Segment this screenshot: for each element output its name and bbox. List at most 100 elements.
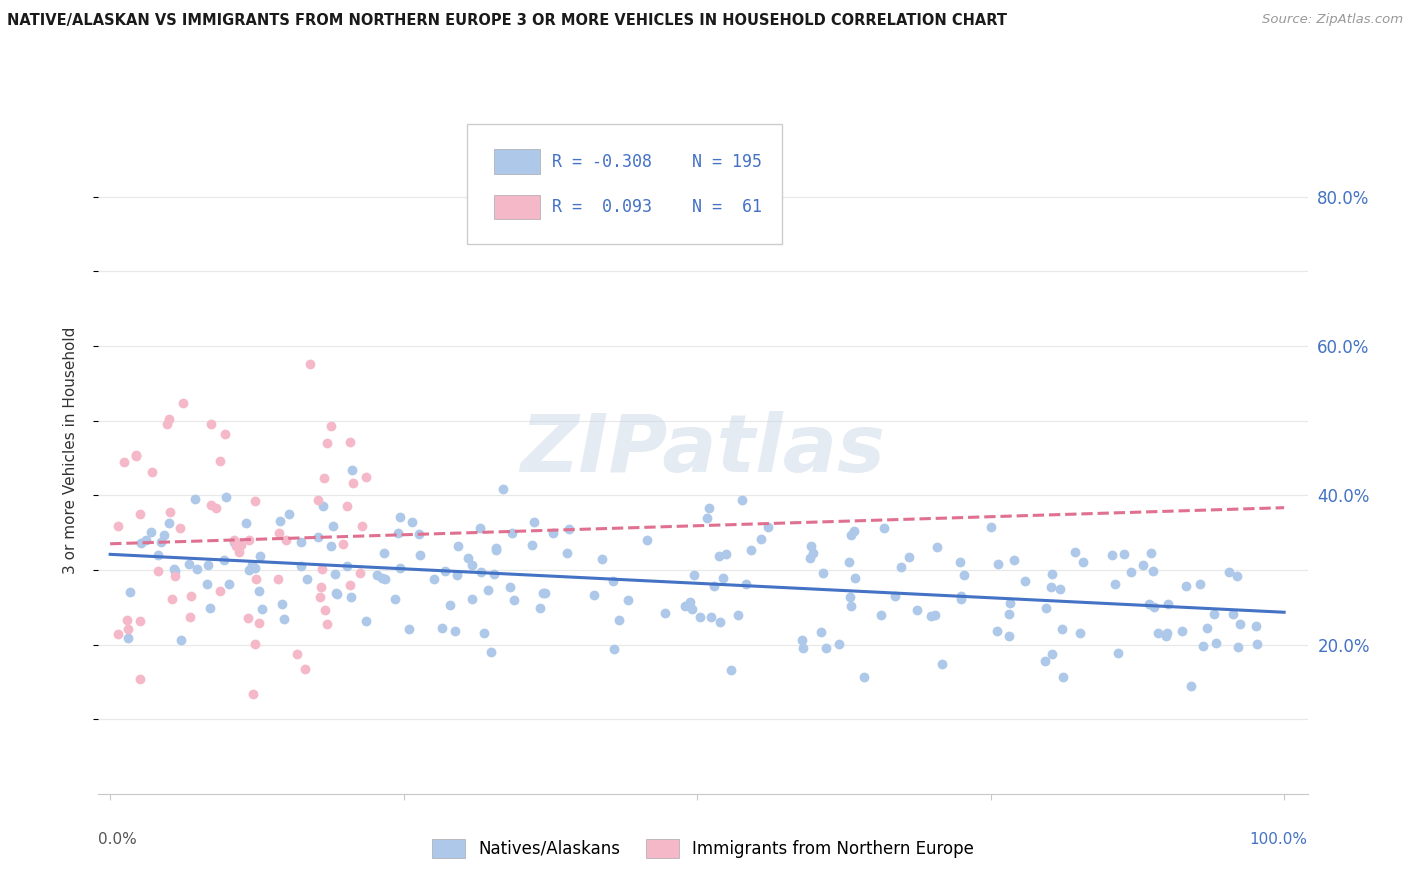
Point [501,525,523,540]
Point [322,519,344,533]
Point [408,548,430,562]
Point [949,555,972,569]
Point [534,586,557,600]
Point [349,566,371,580]
Point [325,586,347,600]
Point [159,505,181,519]
Point [591,552,613,566]
Point [523,516,546,530]
Point [242,687,264,701]
Point [290,558,312,573]
Point [274,533,297,547]
Point [1002,553,1025,567]
Point [169,521,191,535]
Point [150,534,173,549]
Point [1039,580,1062,594]
Point [311,580,333,594]
Point [1132,558,1154,573]
Point [800,539,823,553]
Point [558,522,581,536]
Point [374,572,396,586]
Point [756,520,779,534]
Point [163,562,186,576]
Point [1146,626,1168,640]
Point [444,624,467,638]
Point [325,587,347,601]
Point [839,590,862,604]
Point [811,566,834,580]
Point [1180,679,1202,693]
Point [749,532,772,546]
Point [243,493,266,508]
Point [617,593,640,607]
Text: ZIPatlas: ZIPatlas [520,411,886,490]
Point [1222,607,1244,622]
Point [354,615,377,629]
Point [953,568,976,582]
Point [273,612,295,626]
Point [636,533,658,548]
Point [679,595,702,609]
Point [128,507,150,521]
Point [139,525,162,540]
Point [180,589,202,603]
Point [315,436,337,450]
Point [696,511,718,525]
Point [311,562,333,576]
Point [925,540,948,554]
Point [408,527,430,541]
Point [1052,670,1074,684]
Point [423,573,446,587]
Point [224,534,246,549]
Point [245,637,267,651]
Point [1195,621,1218,635]
Point [384,591,406,606]
Point [898,549,921,564]
Point [727,607,749,622]
Point [117,631,139,645]
Point [339,435,361,450]
Point [531,586,554,600]
Point [285,648,308,662]
Point [398,622,420,636]
Point [1121,565,1143,579]
Point [218,576,240,591]
Point [299,357,322,371]
Point [1156,626,1178,640]
Point [141,466,163,480]
FancyBboxPatch shape [494,149,540,174]
Point [222,533,245,547]
Point [461,558,484,572]
Point [112,454,135,468]
Point [689,610,711,624]
Point [200,600,222,615]
Point [792,641,814,656]
Point [124,449,146,463]
Point [432,621,454,635]
Point [1050,622,1073,636]
Point [491,482,513,496]
Point [998,629,1021,643]
Point [200,417,222,431]
Point [873,521,896,535]
Point [731,492,754,507]
Point [681,602,703,616]
Point [439,598,461,612]
Point [980,520,1002,534]
Point [311,500,333,514]
Point [1171,624,1194,639]
Point [838,555,860,569]
Point [470,566,492,580]
Point [1040,566,1063,581]
Text: R = -0.308    N = 195: R = -0.308 N = 195 [551,153,762,170]
Point [129,672,152,686]
Point [1174,579,1197,593]
Point [290,534,312,549]
Point [107,519,129,533]
Point [339,591,361,605]
Point [235,516,257,531]
Point [336,559,359,574]
Point [1014,574,1036,588]
Point [247,616,270,631]
Point [1218,566,1240,580]
